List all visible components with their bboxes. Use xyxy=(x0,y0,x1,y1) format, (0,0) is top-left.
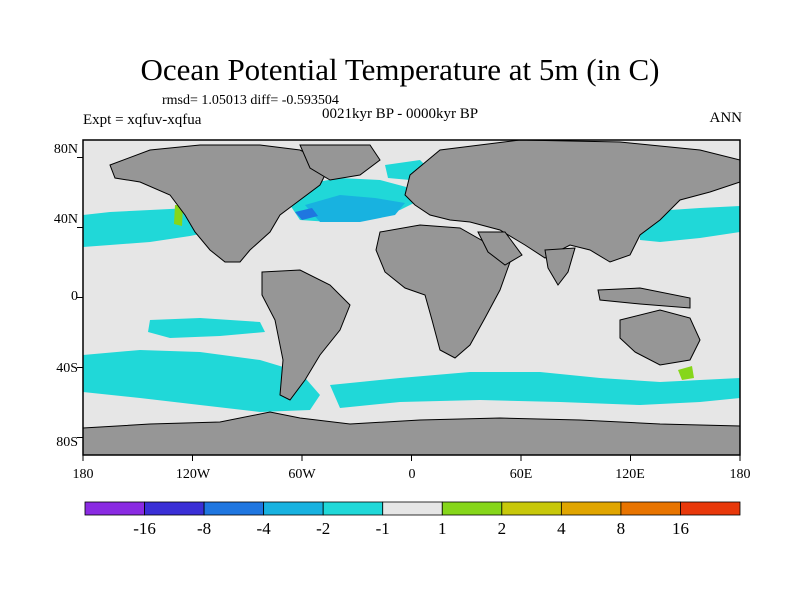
experiment-label: Expt = xqfuv-xqfua xyxy=(83,112,202,128)
colorbar-label: 2 xyxy=(497,519,507,538)
colorbar-label: -16 xyxy=(133,519,156,538)
lon-tick-label: 60W xyxy=(288,467,316,482)
colorbar-bin xyxy=(501,501,562,516)
australia xyxy=(619,309,701,366)
lon-tick-label: 60E xyxy=(509,467,533,482)
colorbar-bin xyxy=(144,501,205,516)
colorbar-label: 16 xyxy=(671,519,689,538)
california-warm-spot xyxy=(174,205,183,226)
lat-tick-label: 0 xyxy=(71,289,78,304)
colorbar-bin xyxy=(203,501,265,516)
colorbar-bin xyxy=(382,501,443,516)
lat-tick-label: 80N xyxy=(53,142,78,157)
colorbar-bin xyxy=(263,501,324,516)
india xyxy=(544,247,576,286)
colorbar-label: 1 xyxy=(438,519,447,538)
gulf-stream-cold-spot xyxy=(295,208,318,220)
lon-tick-label: 120W xyxy=(175,467,211,482)
lat-tick-label: 80S xyxy=(56,435,78,450)
colorbar-bin xyxy=(620,501,681,516)
colorbar-bin xyxy=(560,501,622,516)
colorbar-bin xyxy=(680,501,741,516)
north-america xyxy=(109,144,331,263)
arabia xyxy=(477,231,523,266)
lat-tick-label: 40S xyxy=(56,361,78,376)
plot-title: Ocean Potential Temperature at 5m (in C) xyxy=(140,52,660,87)
lon-tick-label: 180 xyxy=(729,467,751,482)
colorbar-label: 8 xyxy=(616,519,626,538)
colorbar-label: -2 xyxy=(316,519,331,538)
colorbar-bin xyxy=(322,501,384,516)
land-masses xyxy=(82,139,741,456)
stats-label: rmsd= 1.05013 diff= -0.593504 xyxy=(162,93,339,108)
greenland xyxy=(299,144,381,181)
season-label: ANN xyxy=(709,110,743,126)
colorbar-bin xyxy=(84,501,145,516)
lat-tick-label: 40N xyxy=(53,212,78,227)
africa xyxy=(375,224,511,359)
colorbar xyxy=(84,501,741,516)
colorbar-label: 4 xyxy=(557,519,566,538)
equatorial-pacific-cool-band xyxy=(148,318,265,338)
colorbar-label: -8 xyxy=(196,519,212,538)
maritime-continent xyxy=(597,287,691,309)
southern-ocean-cool-band-west xyxy=(83,350,320,412)
colorbar-label: -4 xyxy=(256,519,271,538)
lon-tick-label: 180 xyxy=(72,467,94,482)
south-america xyxy=(261,269,351,401)
lon-tick-label: 120E xyxy=(615,467,645,482)
tasmania-warm-spot xyxy=(678,366,694,380)
southern-ocean-cool-band-east xyxy=(330,372,740,408)
colorbar-label: -1 xyxy=(375,519,390,538)
colorbar-bin xyxy=(441,501,503,516)
eurasia xyxy=(404,139,741,263)
lon-tick-label: 0 xyxy=(408,467,416,482)
axis-ticks xyxy=(77,157,741,461)
north-atlantic-cold-core xyxy=(305,195,405,222)
period-label: 0021kyr BP - 0000kyr BP xyxy=(321,106,479,122)
